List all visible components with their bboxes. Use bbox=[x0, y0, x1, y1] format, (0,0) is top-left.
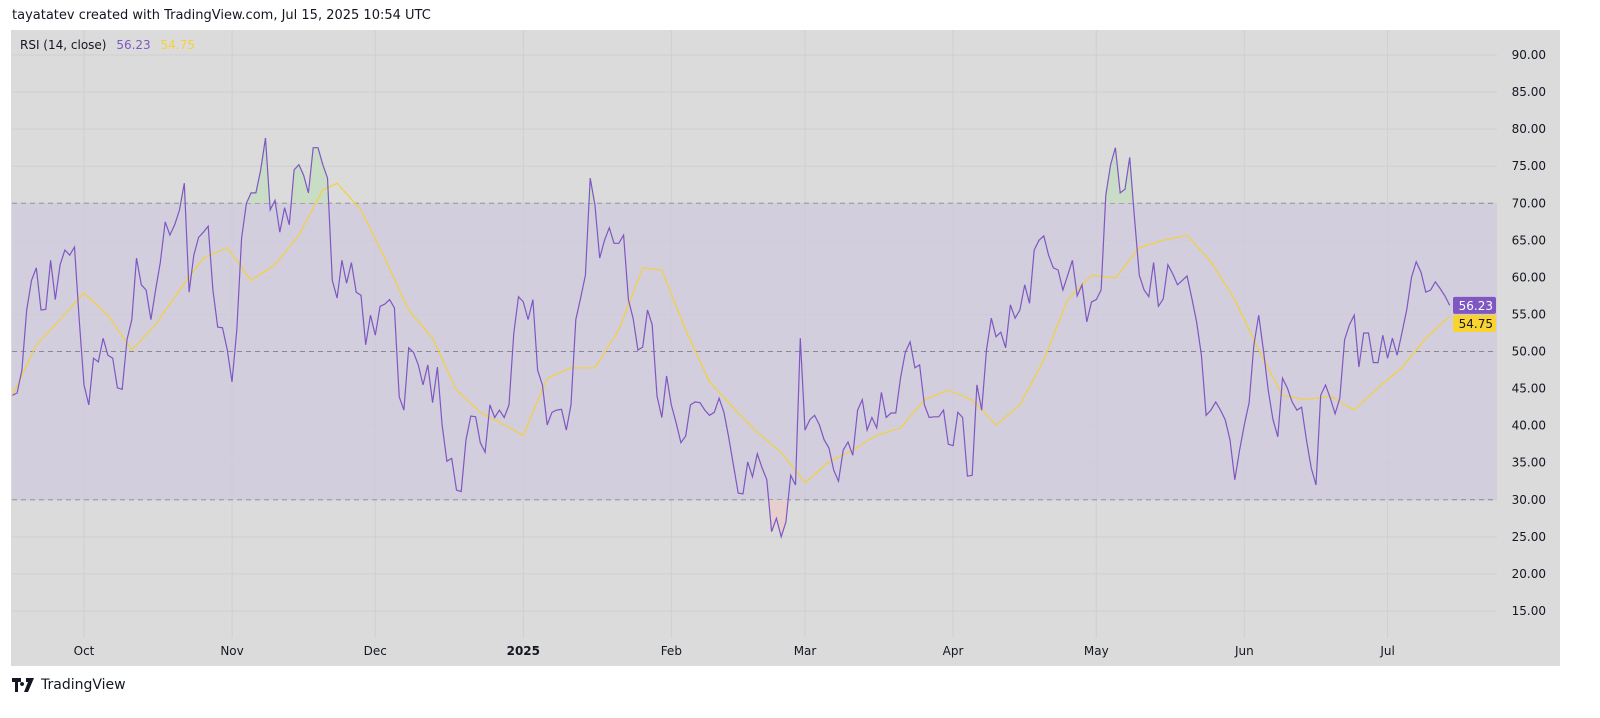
price-axis[interactable]: 15.00 20.00 25.00 30.00 35.00 40.00 45.00 50.00… bbox=[1512, 48, 1546, 618]
y-tick-label: 90.00 bbox=[1512, 48, 1546, 62]
tradingview-logo-icon bbox=[12, 678, 34, 692]
attribution-header: tayatatev created with TradingView.com, … bbox=[12, 8, 431, 23]
rsi-last-value-label: 56.23 bbox=[1453, 296, 1496, 314]
x-tick-label: Nov bbox=[220, 644, 243, 658]
indicator-title: RSI (14, close) bbox=[20, 38, 107, 52]
y-tick-label: 50.00 bbox=[1512, 345, 1546, 359]
x-tick-label: Dec bbox=[364, 644, 387, 658]
rsi-legend-value: 56.23 bbox=[116, 38, 151, 52]
y-tick-label: 20.00 bbox=[1512, 567, 1546, 581]
rsi-last-value: 56.23 bbox=[1459, 299, 1493, 313]
y-tick-label: 70.00 bbox=[1512, 196, 1546, 210]
x-tick-label: Apr bbox=[943, 644, 964, 658]
ma-legend-value: 54.75 bbox=[160, 38, 195, 52]
ma-last-value: 54.75 bbox=[1459, 317, 1493, 331]
tradingview-branding[interactable]: TradingView bbox=[12, 677, 126, 693]
y-tick-label: 45.00 bbox=[1512, 382, 1546, 396]
y-tick-label: 55.00 bbox=[1512, 307, 1546, 321]
y-tick-label: 15.00 bbox=[1512, 604, 1546, 618]
y-tick-label: 25.00 bbox=[1512, 530, 1546, 544]
indicator-legend[interactable]: RSI (14, close) 56.23 54.75 bbox=[20, 38, 201, 52]
tradingview-brand-text: TradingView bbox=[41, 677, 126, 693]
x-tick-label: Feb bbox=[661, 644, 682, 658]
rsi-line bbox=[12, 137, 1451, 539]
y-tick-label: 30.00 bbox=[1512, 493, 1546, 507]
y-tick-label: 75.00 bbox=[1512, 159, 1546, 173]
y-tick-label: 60.00 bbox=[1512, 270, 1546, 284]
rsi-ma-line bbox=[11, 182, 1451, 484]
x-tick-label: May bbox=[1084, 644, 1109, 658]
x-tick-label: 2025 bbox=[507, 644, 540, 658]
x-tick-label: Jun bbox=[1234, 644, 1254, 658]
y-tick-label: 85.00 bbox=[1512, 85, 1546, 99]
x-tick-label: Oct bbox=[74, 644, 95, 658]
time-axis[interactable]: Oct Nov Dec 2025 Feb Mar Apr May Jun Jul bbox=[74, 644, 1395, 658]
x-tick-label: Mar bbox=[794, 644, 817, 658]
y-tick-label: 80.00 bbox=[1512, 122, 1546, 136]
y-tick-label: 40.00 bbox=[1512, 419, 1546, 433]
ma-last-value-label: 54.75 bbox=[1453, 314, 1496, 332]
y-tick-label: 35.00 bbox=[1512, 456, 1546, 470]
y-tick-label: 65.00 bbox=[1512, 233, 1546, 247]
x-tick-label: Jul bbox=[1379, 644, 1394, 658]
